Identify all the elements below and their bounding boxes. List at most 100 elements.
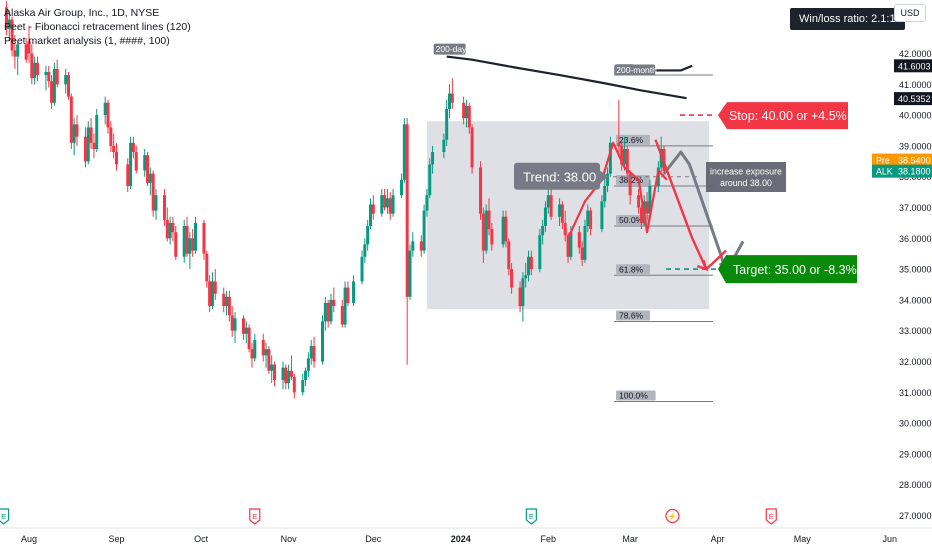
stop-label-text: Stop: 40.00 or +4.5% <box>729 109 847 123</box>
candle-body <box>114 152 118 165</box>
candle-body <box>501 216 505 245</box>
price-tick-label: 40.0000 <box>899 111 932 121</box>
candle-body <box>284 367 288 384</box>
earnings-event-icon[interactable] <box>765 508 777 525</box>
candle-body <box>312 346 316 362</box>
earnings-event-icon[interactable] <box>249 508 261 525</box>
candle-body <box>625 148 629 174</box>
exposure-note-line-1: increase exposure <box>710 167 782 177</box>
trend-zigzag-path <box>567 141 668 239</box>
candle-body <box>222 293 226 307</box>
candle-body <box>431 152 435 165</box>
time-tick-label: Apr <box>711 534 725 544</box>
price-tag-prefix <box>872 164 894 178</box>
candle-body <box>518 287 522 307</box>
time-tick-label: Oct <box>194 534 209 544</box>
candle-body <box>504 216 508 242</box>
candle-body <box>287 370 291 384</box>
candle-body <box>230 315 234 331</box>
candle-body <box>171 222 175 233</box>
candle-body <box>538 235 542 270</box>
time-tick-label: Nov <box>281 534 298 544</box>
candle-body <box>479 167 483 214</box>
price-tick-label: 31.0000 <box>899 388 932 398</box>
candle-body <box>566 235 570 257</box>
candle-body <box>622 148 626 165</box>
candle-body <box>233 318 237 331</box>
candle-body <box>583 225 587 260</box>
symbol-title[interactable]: Alaska Air Group, Inc., 1D, NYSE <box>4 7 160 19</box>
candle-body <box>462 102 466 119</box>
time-tick-label: Aug <box>21 534 37 544</box>
candle-body <box>577 232 581 248</box>
candle-body <box>154 195 158 211</box>
candle-body <box>227 296 231 316</box>
candle-body <box>75 124 79 137</box>
candle-body <box>352 281 356 303</box>
price-tag-value: 41.6003 <box>898 61 931 71</box>
candle-body <box>549 195 553 217</box>
candle-body <box>450 93 454 103</box>
candle-body <box>69 96 73 143</box>
dividend-event-icon[interactable] <box>0 508 10 525</box>
candle-body <box>648 185 652 214</box>
candle-body <box>422 210 426 251</box>
candle-body <box>55 68 59 85</box>
event-marker-glyph: E <box>529 512 534 521</box>
candle-body <box>321 321 325 362</box>
candle-body <box>343 287 347 325</box>
candle-body <box>323 302 327 322</box>
candle-body <box>95 115 99 149</box>
split-event-icon[interactable] <box>665 508 680 524</box>
candle-body <box>546 195 550 208</box>
currency-button[interactable]: USD <box>894 4 926 22</box>
trend-label-box <box>514 162 600 190</box>
chart-legend: Alaska Air Group, Inc., 1D, NYSE Peet - … <box>4 6 191 48</box>
indicator-fibonacci-label[interactable]: Peet - Fibonacci retracement lines (120) <box>4 21 191 33</box>
candle-body <box>253 339 257 359</box>
candle-body <box>608 142 612 174</box>
candle-body <box>241 318 245 334</box>
candle-body <box>126 164 130 186</box>
candle-body <box>208 281 212 307</box>
indicator-market-analysis-label[interactable]: Peet market analysis (1, ####, 100) <box>4 35 170 47</box>
fib-level-label: 78.6% <box>619 310 644 320</box>
exposure-note-line-2: around 38.00 <box>720 178 772 188</box>
candle-body <box>524 275 528 279</box>
candle-body <box>606 173 610 186</box>
candle-body <box>340 306 344 325</box>
candle-body <box>89 127 93 143</box>
target-label-text: Target: 35.00 or -8.3% <box>733 263 857 277</box>
candle-body <box>388 198 392 214</box>
candle-body <box>309 346 313 359</box>
candle-body <box>213 281 217 294</box>
price-tick-label: 30.0000 <box>899 419 932 429</box>
price-tag <box>894 92 932 106</box>
fib-level-badge <box>616 264 650 275</box>
candle-body <box>205 253 209 282</box>
candle-body <box>44 71 48 76</box>
dividend-event-icon[interactable] <box>525 508 537 525</box>
candle-body <box>64 75 68 85</box>
fib-level-badge <box>616 310 650 321</box>
price-tick-label: 37.0000 <box>899 203 932 213</box>
candle-body <box>165 219 169 239</box>
candle-body <box>146 155 150 183</box>
price-axis[interactable] <box>890 0 932 550</box>
price-tick-label: 35.0000 <box>899 265 932 275</box>
fib-level-label: 23.6% <box>619 135 644 145</box>
ma-200-month-badge <box>614 64 656 76</box>
price-tag-value: 40.5352 <box>898 94 931 104</box>
candle-body <box>380 195 384 214</box>
candle-body <box>645 201 649 214</box>
fib-level-badge <box>616 174 650 185</box>
candle-body <box>182 225 186 257</box>
time-tick-label: May <box>794 534 812 544</box>
price-tick-label: 32.0000 <box>899 357 932 367</box>
candle-body <box>360 256 364 282</box>
candle-body <box>250 349 254 359</box>
candle-body <box>558 204 562 217</box>
price-tag-prefix <box>872 153 894 167</box>
candle-body <box>151 173 155 211</box>
